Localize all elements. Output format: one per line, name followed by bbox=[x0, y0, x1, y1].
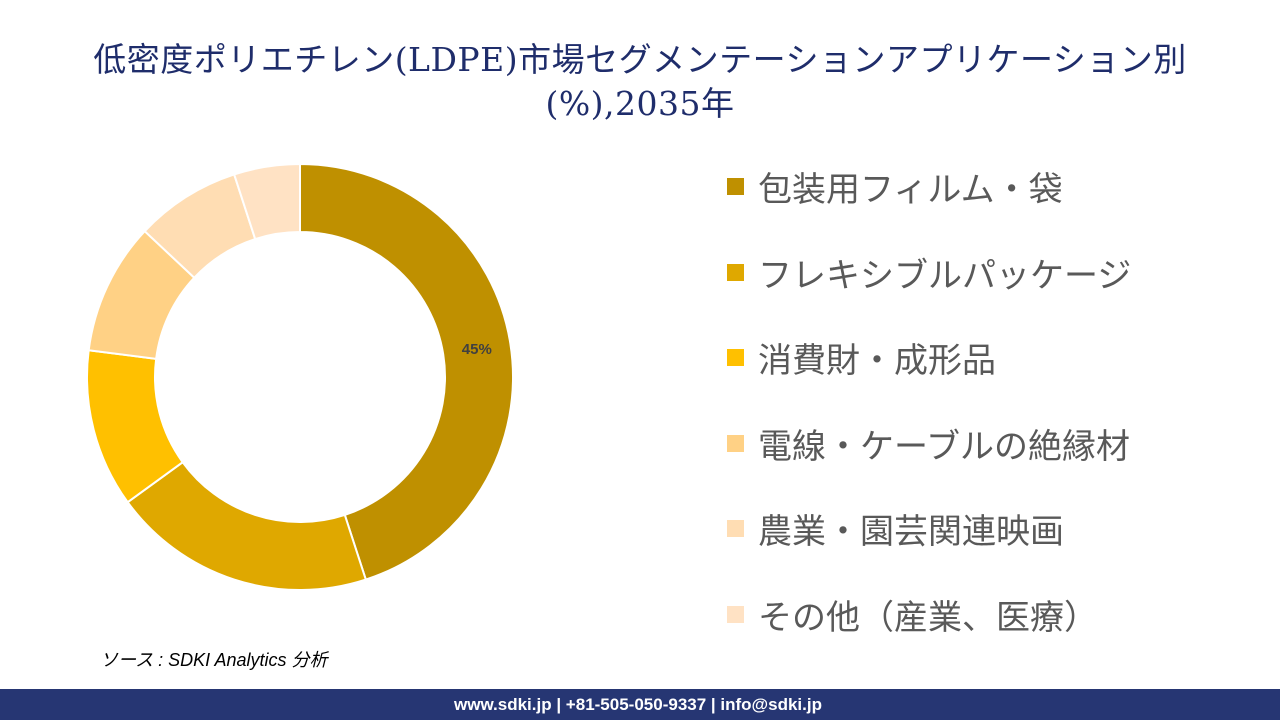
source-note: ソース : SDKI Analytics 分析 bbox=[100, 650, 328, 670]
legend-label: 電線・ケーブルの絶縁材 bbox=[758, 426, 1130, 467]
chart-title-line1: 低密度ポリエチレン(LDPE)市場セグメンテーションアプリケーション別 bbox=[93, 40, 1187, 79]
donut-slice bbox=[126, 460, 368, 591]
legend-label: フレキシブルパッケージ bbox=[758, 255, 1132, 296]
legend-swatch bbox=[727, 178, 744, 196]
legend-swatch bbox=[727, 520, 744, 538]
legend-item: 消費財・成形品 bbox=[727, 315, 1131, 401]
legend-label: 包装用フィルム・袋 bbox=[758, 170, 1063, 211]
legend-item: 農業・園芸関連映画 bbox=[727, 486, 1131, 572]
legend-item: その他（産業、医療） bbox=[727, 572, 1131, 658]
legend: 包装用フィルム・袋フレキシブルパッケージ 消費財・成形品電線・ケーブルの絶縁材 農業… bbox=[727, 144, 1131, 657]
legend-swatch bbox=[727, 605, 744, 623]
legend-label: 農業・園芸関連映画 bbox=[758, 512, 1064, 553]
legend-item: 包装用フィルム・袋 bbox=[727, 144, 1131, 230]
footer-bar: www.sdki.jp | +81-505-050-9337 | info@sd… bbox=[0, 689, 1280, 720]
donut-slice bbox=[232, 162, 301, 241]
chart-title: 低密度ポリエチレン(LDPE)市場セグメンテーションアプリケーション別 (%),… bbox=[20, 38, 1260, 126]
chart-title-line2: (%),2035年 bbox=[545, 84, 735, 123]
legend-swatch bbox=[727, 263, 744, 281]
legend-label: その他（産業、医療） bbox=[758, 597, 1098, 638]
donut-slice bbox=[299, 162, 514, 581]
legend-label: 消費財・成形品 bbox=[758, 341, 996, 382]
footer-contact: www.sdki.jp | +81-505-050-9337 | info@sd… bbox=[454, 695, 822, 714]
legend-item: フレキシブルパッケージ bbox=[727, 230, 1131, 316]
legend-item: 電線・ケーブルの絶縁材 bbox=[727, 401, 1131, 487]
legend-swatch bbox=[727, 434, 744, 452]
data-label: 45% bbox=[462, 341, 492, 358]
legend-swatch bbox=[727, 349, 744, 367]
